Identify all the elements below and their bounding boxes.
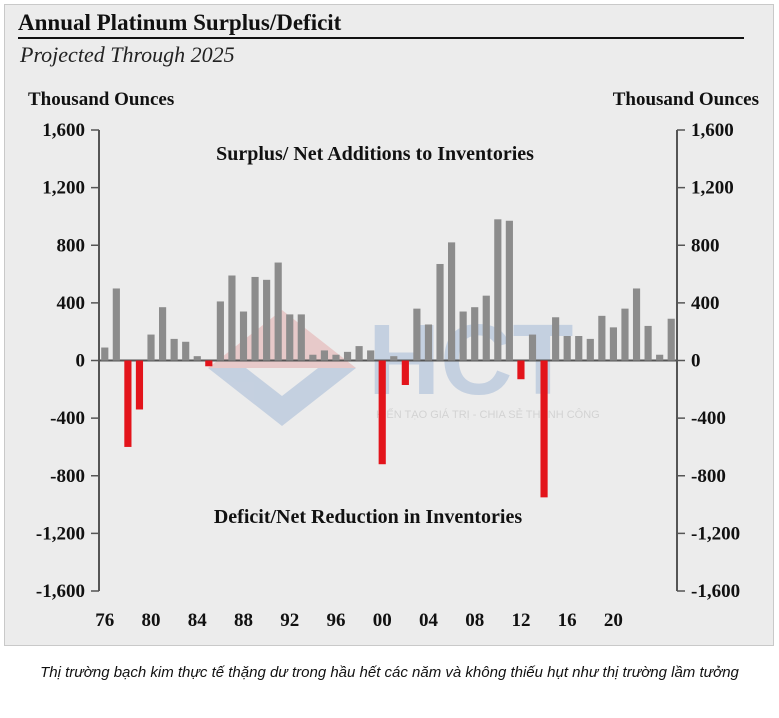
bar-2008 [471,307,479,361]
bar-1986 [216,301,224,361]
x-tick-label: 76 [95,610,114,631]
y-tick-label-right: 1,200 [691,178,734,199]
y-tick-label-right: 400 [691,293,720,314]
bar-2002 [401,360,409,385]
bar-2001 [390,356,398,361]
y-tick-label-right: 800 [691,235,720,256]
x-tick-label: 12 [511,610,530,631]
bar-1998 [355,346,363,361]
title-rule [18,37,744,39]
y-tick-label-right: 1,600 [691,120,734,141]
bar-2010 [494,219,502,361]
bar-1996 [332,354,340,361]
bar-2020 [609,327,618,361]
x-tick-label: 00 [373,610,392,631]
bar-2013 [528,334,537,361]
y-tick-label-left: 400 [57,293,86,314]
bar-1992 [286,314,294,361]
x-tick-label: 84 [188,610,208,631]
bar-1977 [112,288,120,361]
x-tick-label: 16 [558,610,577,631]
bar-1976 [101,347,109,361]
bar-1981 [158,307,167,361]
y-tick-label-left: 1,600 [42,120,85,141]
bar-2019 [598,315,606,361]
bar-1983 [182,341,190,361]
bar-1991 [274,262,282,361]
bar-1985 [205,360,213,367]
y-tick-label-left: -800 [50,466,85,487]
bar-2025 [667,318,675,361]
bar-1997 [343,351,352,361]
y-tick-label-left: 1,200 [42,178,85,199]
x-tick-label: 92 [280,610,299,631]
bar-2004 [424,324,433,361]
annotation-surplus: Surplus/ Net Additions to Inventories [216,143,534,165]
bar-1989 [251,276,259,361]
x-tick-label: 20 [604,610,623,631]
bar-1999 [367,350,375,361]
y-tick-label-left: -400 [50,408,85,429]
bar-2016 [563,336,571,361]
bar-2012 [517,360,525,380]
bar-2021 [621,308,629,361]
x-tick-label: 96 [326,610,345,631]
bar-1994 [309,354,317,361]
y-axis-title-left: Thousand Ounces [28,89,175,110]
bar-2003 [413,308,421,361]
bar-1982 [170,338,178,361]
y-tick-label-right: 0 [691,351,701,372]
bar-2000 [378,360,386,465]
bar-2015 [552,317,560,361]
bar-1995 [320,350,329,361]
chart-panel [4,4,774,646]
chart-subtitle: Projected Through 2025 [20,42,235,67]
bar-2014 [540,360,548,498]
bar-1984 [193,356,201,361]
y-tick-label-left: 0 [76,351,86,372]
y-tick-label-right: -800 [691,466,726,487]
y-tick-label-right: -1,200 [691,523,740,544]
x-tick-label: 88 [234,610,253,631]
bar-2022 [632,288,641,361]
figure-caption: Thị trường bạch kim thực tế thặng dư tro… [40,664,739,681]
bar-2023 [644,325,652,361]
bar-2007 [459,311,467,361]
bar-1979 [135,360,144,410]
bar-2018 [586,338,594,361]
y-tick-label-right: -1,600 [691,581,740,602]
bar-1990 [263,279,271,361]
svg-text:KIẾN TẠO GIÁ TRỊ - CHIA SẺ THÀ: KIẾN TẠO GIÁ TRỊ - CHIA SẺ THÀNH CÔNG [376,408,600,421]
x-tick-label: 04 [419,610,439,631]
bar-1993 [297,314,305,361]
bar-2011 [505,220,513,361]
bar-1980 [147,334,155,361]
bar-2006 [447,242,456,361]
y-axis-title-right: Thousand Ounces [612,89,759,110]
x-tick-label: 80 [142,610,161,631]
y-tick-label-left: -1,600 [36,581,85,602]
bar-2005 [436,263,444,361]
bar-1978 [124,360,132,447]
y-tick-label-left: -1,200 [36,523,85,544]
bar-2009 [482,295,490,361]
bar-2017 [575,336,583,361]
bar-1987 [228,275,236,361]
y-tick-label-left: 800 [57,235,86,256]
x-tick-label: 08 [465,610,484,631]
y-tick-label-right: -400 [691,408,726,429]
bar-2024 [656,354,664,361]
bar-1988 [239,311,248,361]
annotation-deficit: Deficit/Net Reduction in Inventories [214,506,523,528]
chart-title: Annual Platinum Surplus/Deficit [18,10,342,35]
